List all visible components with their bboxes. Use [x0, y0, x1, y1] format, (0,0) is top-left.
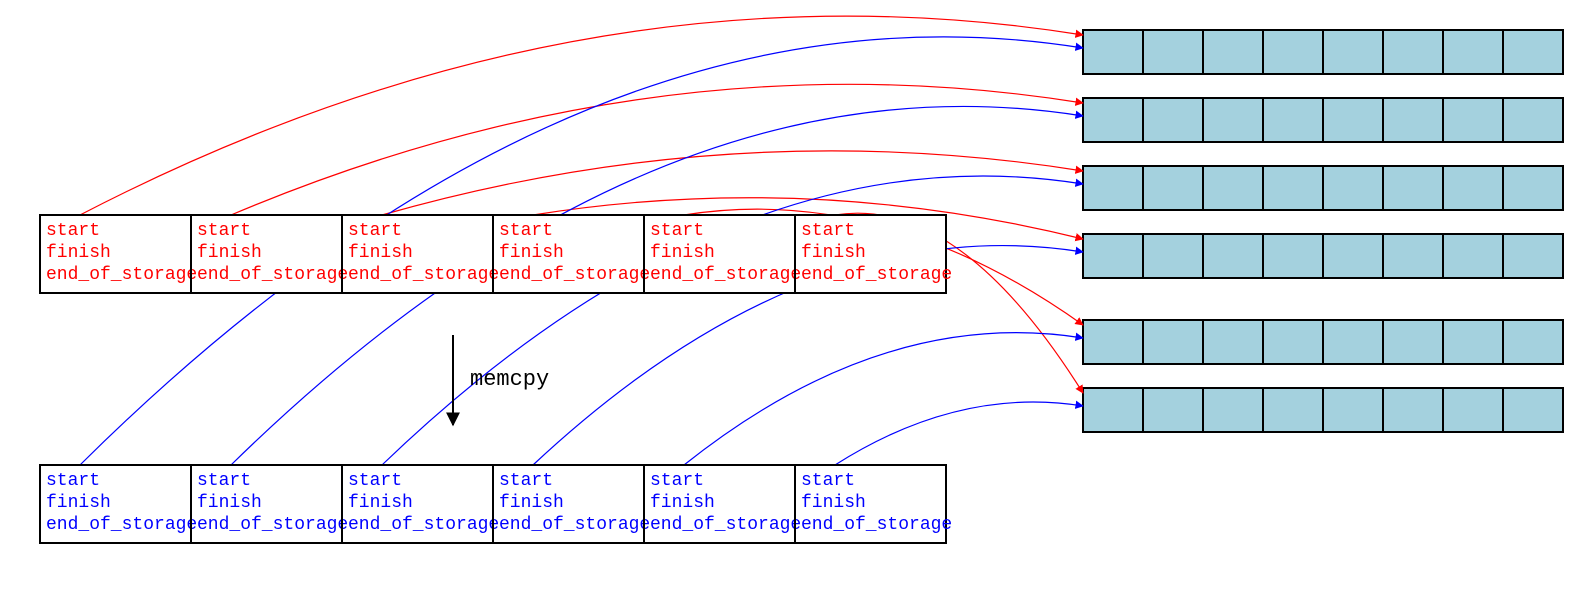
cell-line: finish [197, 243, 262, 263]
cell-line: end_of_storage [197, 265, 348, 285]
cell-line: finish [499, 493, 564, 513]
pointer-arrow [80, 16, 1083, 215]
cell-line: finish [499, 243, 564, 263]
cell-line: end_of_storage [348, 265, 499, 285]
cell-line: start [499, 471, 553, 491]
cell-line: finish [801, 243, 866, 263]
cell-line: finish [348, 243, 413, 263]
cell-line: end_of_storage [348, 515, 499, 535]
cell-line: finish [650, 493, 715, 513]
cell-line: finish [46, 493, 111, 513]
cell-line: start [197, 471, 251, 491]
diagram-canvas: startfinishend_of_storagestartfinishend_… [0, 0, 1573, 597]
cell-line: finish [801, 493, 866, 513]
cell-line: start [801, 221, 855, 241]
cell-line: start [46, 471, 100, 491]
vector-cells-top: startfinishend_of_storagestartfinishend_… [40, 215, 952, 293]
cell-line: start [348, 471, 402, 491]
cell-line: start [348, 221, 402, 241]
cell-line: finish [650, 243, 715, 263]
cell-line: finish [348, 493, 413, 513]
cell-line: end_of_storage [197, 515, 348, 535]
cell-line: end_of_storage [650, 265, 801, 285]
cell-line: start [650, 221, 704, 241]
cell-line: start [801, 471, 855, 491]
cell-line: end_of_storage [801, 265, 952, 285]
cell-line: end_of_storage [499, 515, 650, 535]
vector-cells-bottom: startfinishend_of_storagestartfinishend_… [40, 465, 952, 543]
pointer-arrow [231, 84, 1083, 215]
cell-line: start [499, 221, 553, 241]
cell-line: end_of_storage [46, 265, 197, 285]
cell-line: end_of_storage [499, 265, 650, 285]
cell-line: finish [46, 243, 111, 263]
cell-line: end_of_storage [650, 515, 801, 535]
memory-block-group [1083, 30, 1563, 432]
cell-line: start [46, 221, 100, 241]
cell-line: start [650, 471, 704, 491]
pointer-arrow [684, 333, 1083, 465]
cell-line: end_of_storage [801, 515, 952, 535]
pointer-arrow [835, 402, 1083, 465]
cell-line: finish [197, 493, 262, 513]
cell-line: end_of_storage [46, 515, 197, 535]
memcpy-label: memcpy [470, 367, 549, 392]
cell-line: start [197, 221, 251, 241]
pointer-arrow [382, 151, 1083, 215]
